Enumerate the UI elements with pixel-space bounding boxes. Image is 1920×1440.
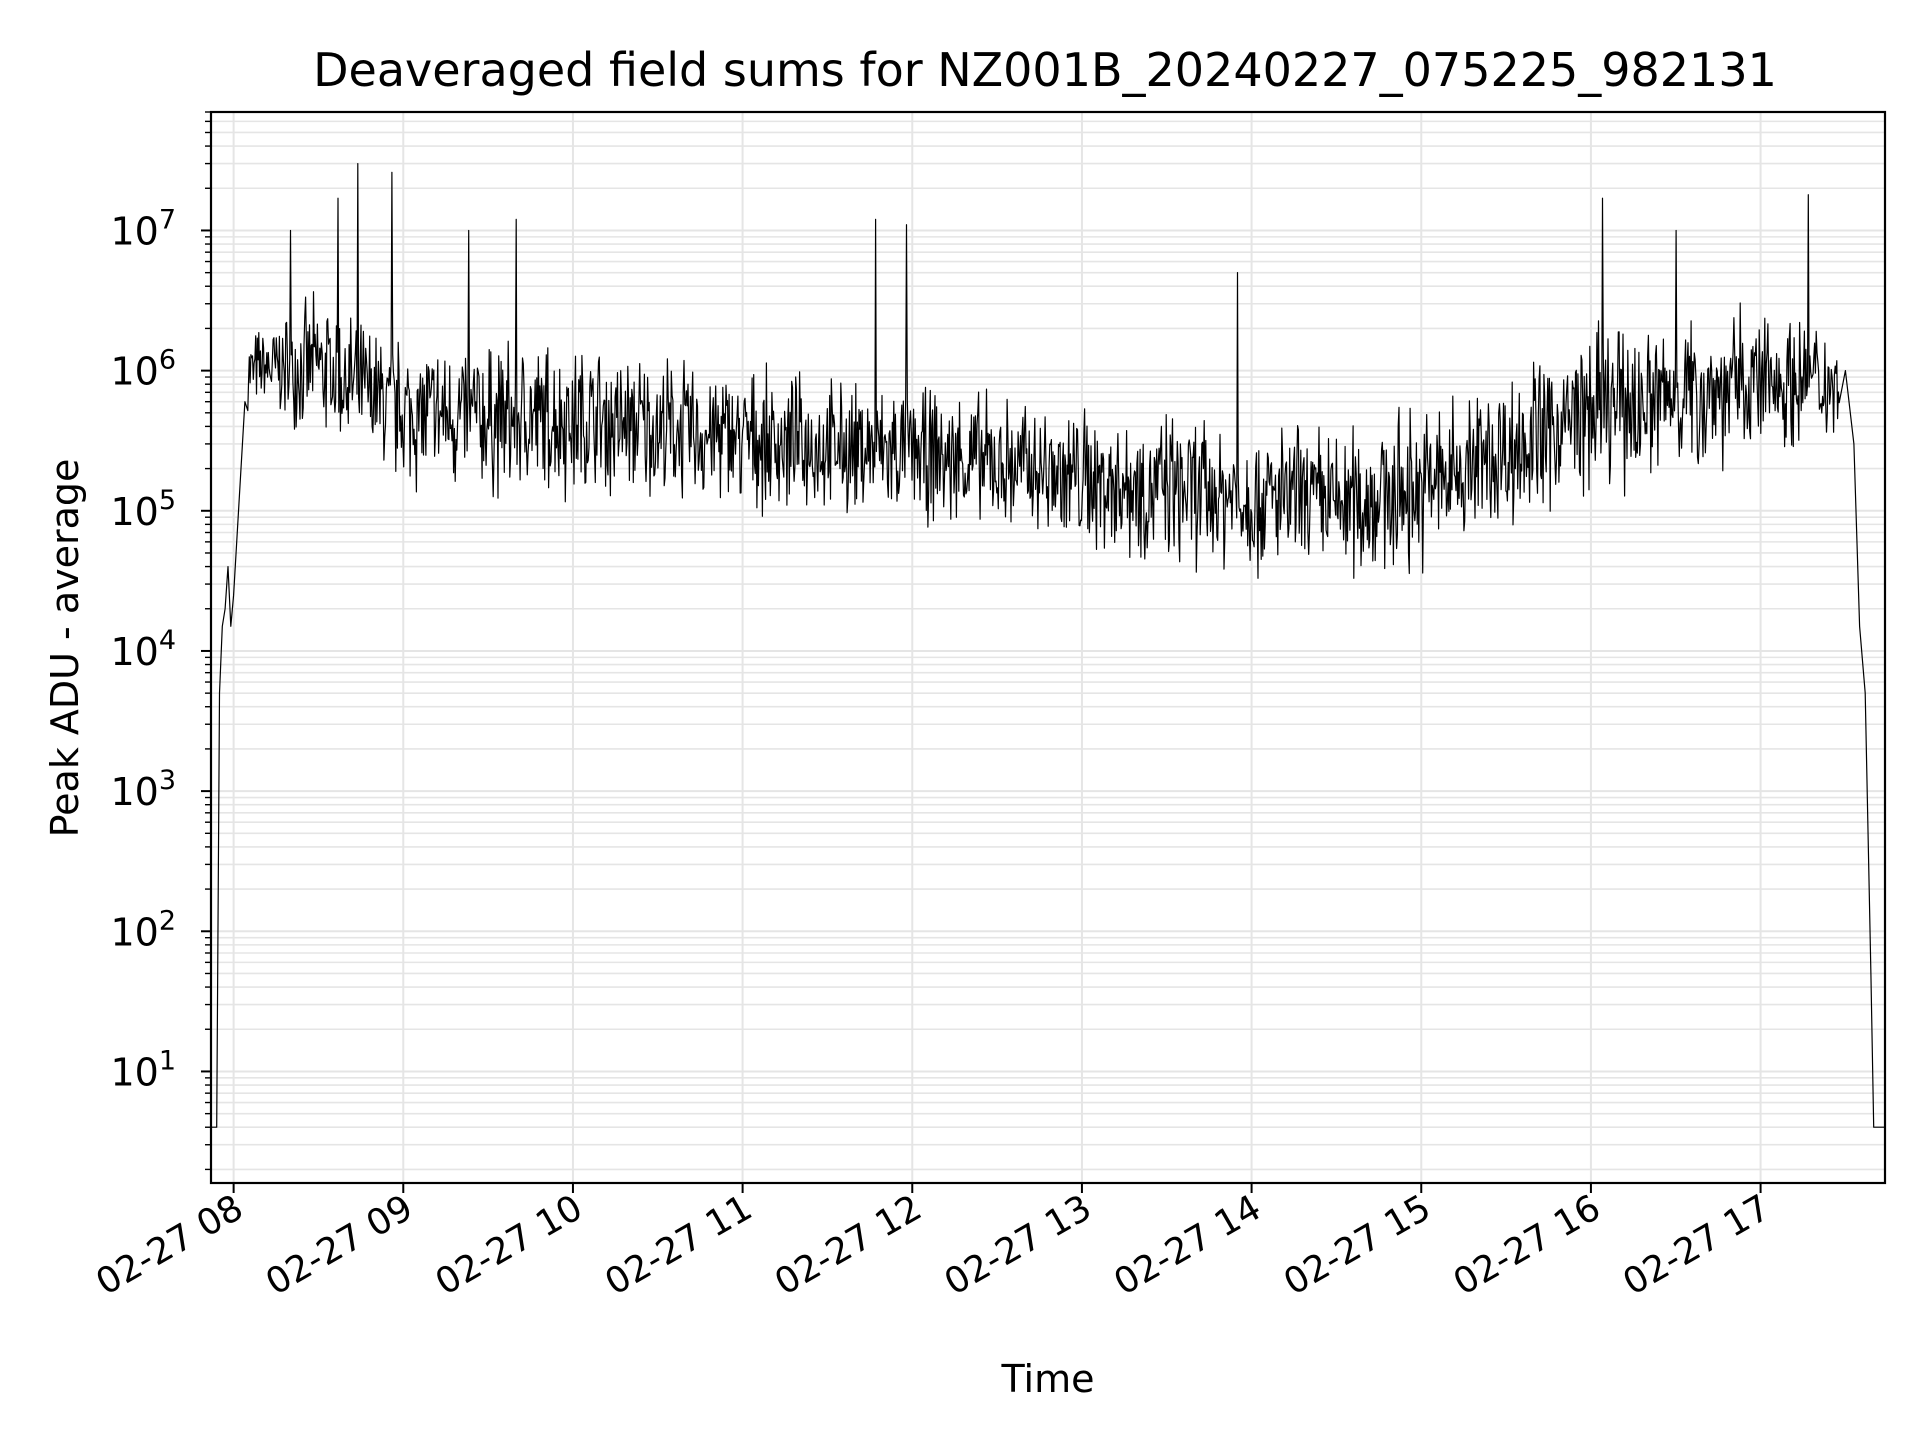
y-axis-label: Peak ADU - average bbox=[43, 459, 87, 838]
y-tick-label: 105 bbox=[110, 485, 176, 534]
y-tick-label: 101 bbox=[110, 1045, 176, 1094]
y-tick-label: 102 bbox=[110, 905, 176, 954]
y-axis: 101 102 103 104 105 106 107 bbox=[110, 111, 211, 1171]
y-tick-label: 104 bbox=[110, 625, 176, 674]
x-axis-label: Time bbox=[1001, 1357, 1095, 1401]
y-tick-label: 103 bbox=[110, 765, 176, 814]
chart-title: Deaveraged field sums for NZ001B_2024022… bbox=[313, 43, 1777, 97]
series-line bbox=[211, 163, 1885, 1128]
data-series bbox=[211, 163, 1885, 1128]
y-tick-label: 107 bbox=[110, 204, 176, 253]
plot-frame bbox=[209, 110, 1887, 1185]
y-tick-label: 106 bbox=[110, 345, 176, 394]
grid bbox=[211, 111, 1885, 1183]
